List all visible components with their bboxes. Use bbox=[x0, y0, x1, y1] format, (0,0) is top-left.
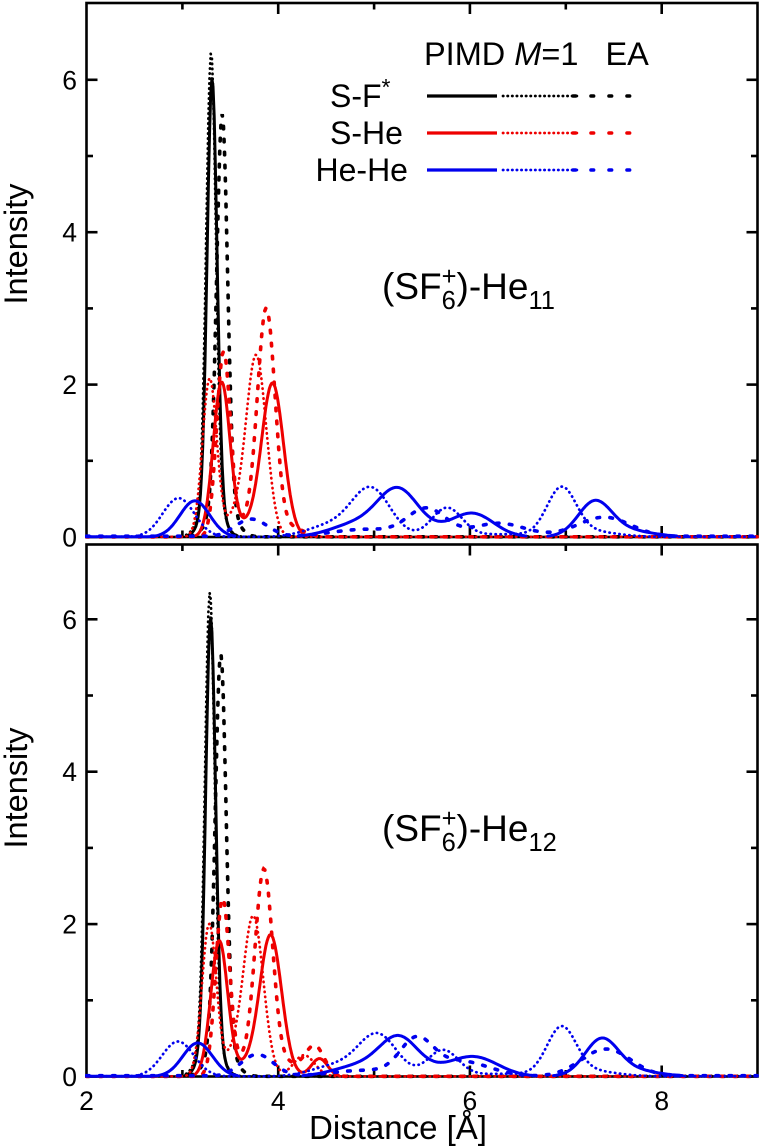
svg-text:6: 6 bbox=[62, 605, 77, 635]
svg-text:S-F*: S-F* bbox=[330, 74, 391, 114]
svg-text:Intensity: Intensity bbox=[0, 183, 34, 305]
svg-text:8: 8 bbox=[654, 1086, 669, 1116]
svg-text:(SF6+)-He12: (SF6+)-He12 bbox=[382, 805, 557, 857]
svg-text:S-He: S-He bbox=[330, 115, 403, 151]
svg-text:2: 2 bbox=[62, 370, 77, 400]
svg-text:Intensity: Intensity bbox=[0, 727, 34, 849]
svg-text:4: 4 bbox=[62, 218, 77, 248]
svg-text:6: 6 bbox=[62, 65, 77, 95]
svg-text:4: 4 bbox=[271, 1086, 286, 1116]
svg-text:He-He: He-He bbox=[316, 152, 408, 188]
svg-text:Distance [Å]: Distance [Å] bbox=[309, 1109, 487, 1146]
svg-text:PIMD M=1 EA: PIMD M=1 EA bbox=[424, 36, 649, 72]
svg-text:4: 4 bbox=[62, 757, 77, 787]
svg-text:2: 2 bbox=[62, 910, 77, 940]
svg-text:0: 0 bbox=[62, 523, 77, 553]
svg-text:2: 2 bbox=[79, 1086, 94, 1116]
svg-text:0: 0 bbox=[62, 1062, 77, 1092]
svg-text:6: 6 bbox=[463, 1086, 478, 1116]
svg-text:(SF6+)-He11: (SF6+)-He11 bbox=[382, 263, 555, 315]
